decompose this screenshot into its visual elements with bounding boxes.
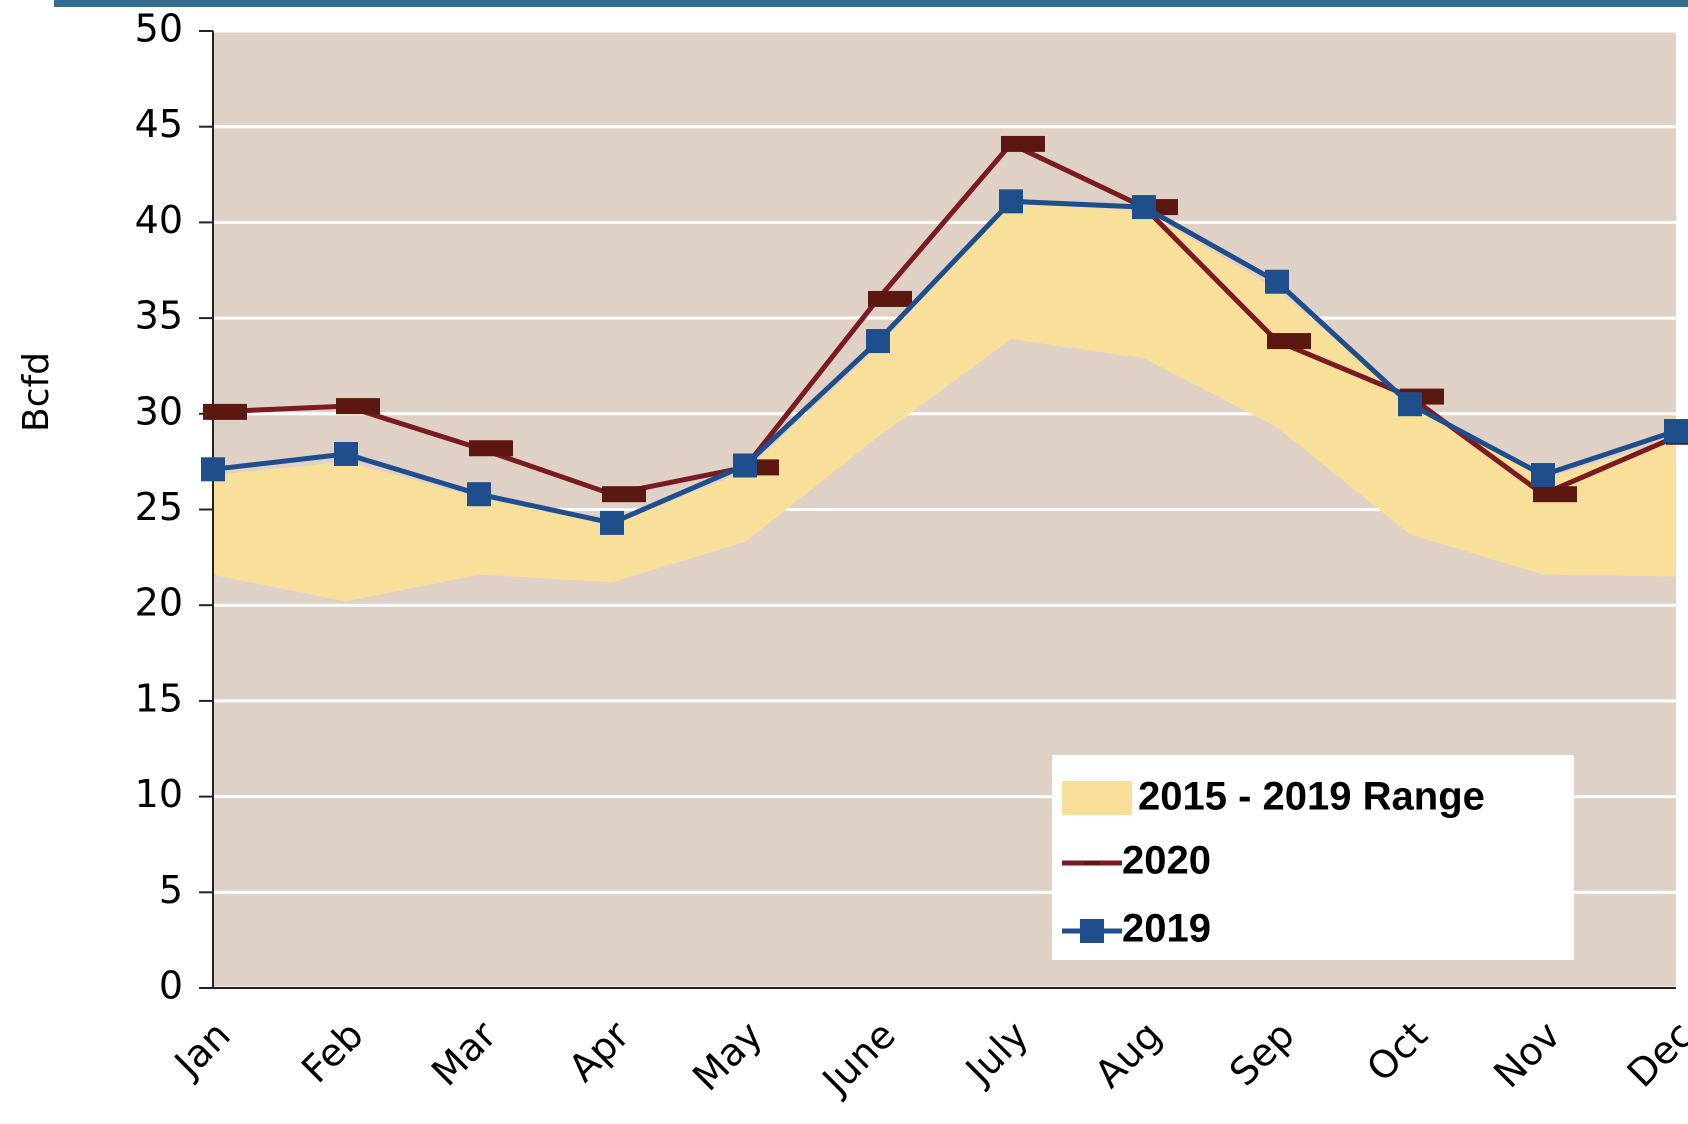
point-marker: [1531, 463, 1555, 488]
y-tick-label: 30: [135, 389, 183, 433]
legend-box: [1052, 755, 1574, 960]
legend-label: 2015 - 2019 Range: [1138, 775, 1485, 819]
y-axis-title: Bcfd: [16, 352, 57, 432]
x-tick-label: Nov: [1485, 1013, 1569, 1097]
point-marker: [1132, 195, 1156, 220]
x-tick-label: Aug: [1086, 1013, 1170, 1097]
x-tick-label: May: [684, 1013, 771, 1100]
header-bar: [54, 0, 1688, 7]
y-tick-label: 10: [135, 772, 183, 816]
y-tick-label: 15: [135, 676, 183, 720]
x-tick-label: Apr: [560, 1012, 638, 1090]
y-tick-label: 40: [135, 198, 183, 242]
y-tick-label: 0: [159, 964, 183, 1008]
point-marker: [733, 453, 757, 478]
point-marker: [1001, 135, 1045, 152]
point-marker: [467, 482, 491, 507]
point-marker: [1533, 486, 1577, 503]
y-tick-label: 50: [135, 7, 183, 51]
x-tick-label: Mar: [423, 1012, 505, 1094]
point-marker: [1398, 392, 1422, 417]
series-line: [212, 198, 1677, 526]
legend-label: 2020: [1122, 839, 1211, 883]
point-marker: [602, 486, 646, 503]
range-band: [213, 203, 1676, 602]
x-tick-label: Feb: [293, 1013, 372, 1092]
x-tick-label: Jan: [165, 1013, 239, 1087]
y-tick-label: 5: [159, 868, 183, 912]
point-marker: [203, 403, 247, 420]
point-marker: [600, 510, 624, 535]
y-tick-label: 25: [135, 485, 183, 529]
x-tick-label: Oct: [1358, 1013, 1436, 1091]
point-marker: [336, 398, 380, 415]
series-line: [212, 141, 1677, 497]
point-marker: [334, 441, 358, 466]
x-tick-label: Dec: [1619, 1013, 1688, 1096]
y-tick-label: 35: [135, 294, 183, 338]
legend-label: 2019: [1122, 907, 1211, 951]
point-marker: [868, 290, 912, 307]
x-tick-label: June: [813, 1013, 904, 1104]
point-marker: [866, 329, 890, 354]
point-marker: [201, 457, 225, 482]
point-marker: [1267, 333, 1311, 350]
legend-swatch: [1062, 781, 1132, 815]
point-marker: [1265, 269, 1289, 294]
y-tick-label: 20: [135, 581, 183, 625]
point-marker: [1664, 419, 1688, 444]
y-tick-label: 45: [135, 102, 183, 146]
legend-marker: [1084, 861, 1100, 865]
point-marker: [999, 189, 1023, 214]
x-tick-label: Sep: [1221, 1013, 1303, 1095]
point-marker: [469, 440, 513, 457]
legend-marker: [1080, 919, 1104, 943]
x-tick-label: July: [956, 1013, 1037, 1094]
